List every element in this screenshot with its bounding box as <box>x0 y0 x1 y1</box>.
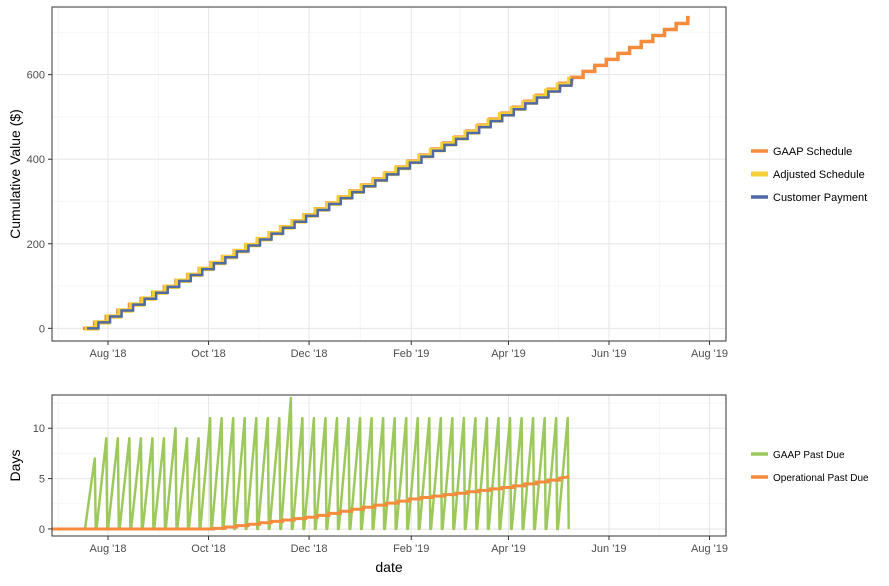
x-tick-label: Oct '18 <box>191 348 226 360</box>
series-line-operational-past-due <box>52 475 570 531</box>
y-tick-label: 10 <box>33 423 45 435</box>
x-tick-label: Aug '19 <box>691 543 728 555</box>
x-tick-label: Aug '18 <box>90 348 127 360</box>
legend: GAAP Schedule Adjusted Schedule Customer P… <box>751 146 867 204</box>
legend-label: Operational Past Due <box>773 473 869 484</box>
series-line-customer-payment <box>86 78 574 330</box>
data-layer <box>52 396 570 531</box>
x-tick-label: Apr '19 <box>491 348 526 360</box>
x-tick-label: Aug '18 <box>90 543 127 555</box>
legend-label: Adjusted Schedule <box>773 169 865 181</box>
y-axis-title: Cumulative Value ($) <box>7 109 23 239</box>
y-tick-label: 0 <box>39 524 45 536</box>
x-tick-label: Apr '19 <box>491 543 526 555</box>
y-tick-label: 200 <box>27 239 45 251</box>
legend: GAAP Past Due Operational Past Due <box>751 450 869 484</box>
panel-2: Aug '18 Oct '18 Dec '18 Feb '19 Apr '19 Jun '… <box>7 394 869 575</box>
x-tick-label: Jun '19 <box>591 543 626 555</box>
x-tick-label: Oct '18 <box>191 543 226 555</box>
x-axis-title: date <box>375 559 402 575</box>
y-axis-title: Days <box>7 450 23 482</box>
x-tick-label: Feb '19 <box>393 348 429 360</box>
y-tick-label: 0 <box>39 323 45 335</box>
legend-label: Customer Payment <box>773 192 867 204</box>
x-tick-label: Dec '18 <box>291 543 328 555</box>
x-tick-label: Feb '19 <box>393 543 429 555</box>
y-tick-label: 400 <box>27 154 45 166</box>
x-tick-label: Aug '19 <box>691 348 728 360</box>
y-tick-label: 5 <box>39 474 45 486</box>
data-layer <box>82 15 690 331</box>
x-tick-label: Jun '19 <box>591 348 626 360</box>
legend-label: GAAP Past Due <box>773 450 845 461</box>
panel-border <box>51 6 727 342</box>
x-tick-label: Dec '18 <box>291 348 328 360</box>
legend-label: GAAP Schedule <box>773 146 852 158</box>
panel-border <box>51 394 727 537</box>
y-tick-label: 600 <box>27 70 45 82</box>
panel-1: Aug '18 Oct '18 Dec '18 Feb '19 Apr '19 Jun '… <box>7 6 867 360</box>
